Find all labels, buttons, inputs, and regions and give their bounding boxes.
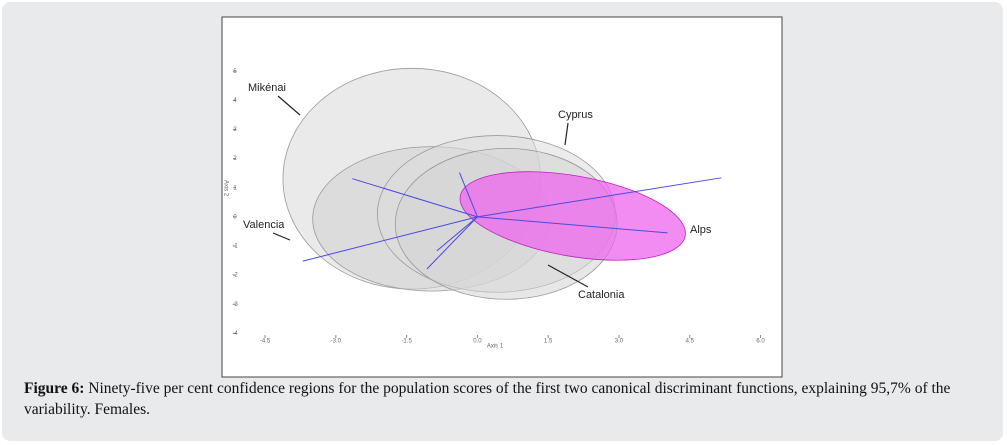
group-label: Alps xyxy=(690,224,712,236)
x-tick-label: -3.0 xyxy=(331,339,342,345)
x-axis-label: Axis 1 xyxy=(487,344,504,350)
chart: -4.5 -3.0 -1.5 0.0 1.5 3.0 4.5 6.0 5 4 3 2 1 0 -1 -2 -3 -… xyxy=(221,16,783,378)
group-label: Catalonia xyxy=(578,289,625,301)
x-tick-label: 3.0 xyxy=(615,339,624,345)
y-tick-label: 5 xyxy=(233,69,237,75)
x-tick-label: 0.0 xyxy=(473,339,482,345)
x-tick-label: 4.5 xyxy=(686,339,695,345)
group-label: Valencia xyxy=(243,219,285,231)
x-tick-label: 1.5 xyxy=(544,339,553,345)
y-tick-label: 2 xyxy=(233,156,237,162)
confidence-ellipse xyxy=(459,171,686,261)
group-label: Cyprus xyxy=(558,109,593,121)
caption-label: Figure 6: xyxy=(24,380,85,397)
y-tick-label: -2 xyxy=(232,273,238,279)
loading-vector xyxy=(477,216,668,234)
y-tick-label: 4 xyxy=(233,98,237,104)
loading-vector xyxy=(459,172,478,218)
y-tick-label: 1 xyxy=(233,185,237,191)
loading-vector xyxy=(436,216,478,252)
y-tick-label: -3 xyxy=(232,302,238,308)
loading-vector xyxy=(426,216,478,270)
x-tick-label: 6.0 xyxy=(756,339,765,345)
loading-vector xyxy=(477,177,722,218)
x-tick-label: -4.5 xyxy=(260,339,271,345)
x-tick-label: -1.5 xyxy=(401,339,412,345)
loading-vector xyxy=(302,216,478,262)
y-axis-label: Axis 2 xyxy=(222,180,228,197)
loading-vector xyxy=(352,178,478,218)
leader-line xyxy=(547,264,589,288)
y-tick-label: 3 xyxy=(233,127,237,133)
leader-line xyxy=(564,122,569,146)
y-tick-label: 0 xyxy=(233,214,237,220)
caption: Figure 6: Ninety-five per cent confidenc… xyxy=(24,378,984,420)
y-tick-label: -4 xyxy=(232,331,238,337)
leader-line xyxy=(277,95,301,116)
leader-line xyxy=(272,232,291,241)
caption-text: Ninety-five per cent confidence regions … xyxy=(24,380,951,418)
group-label: Mikénai xyxy=(248,82,286,94)
y-tick-label: -1 xyxy=(232,244,238,250)
